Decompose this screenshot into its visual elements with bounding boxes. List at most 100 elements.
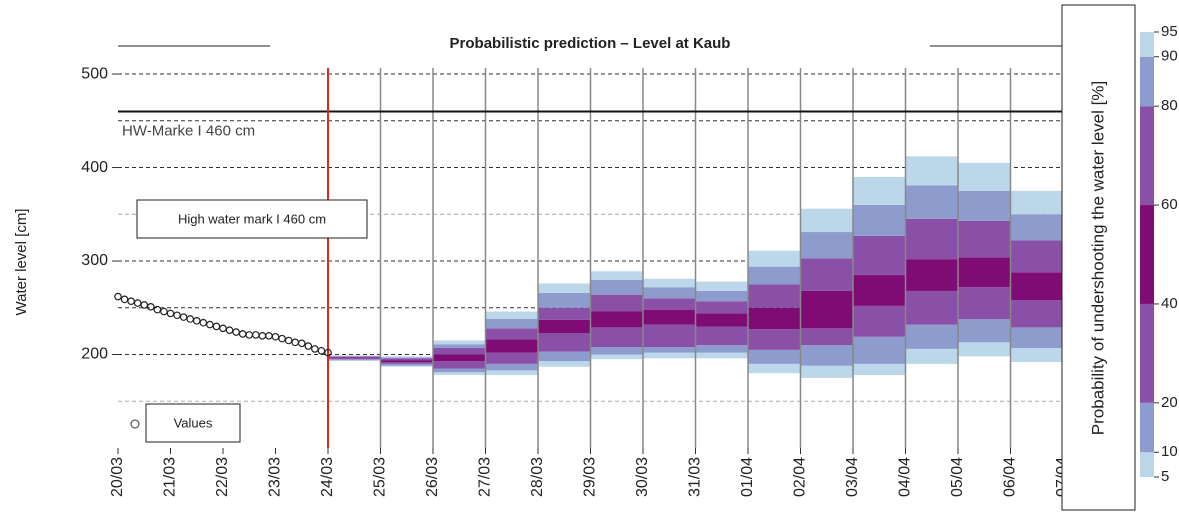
quantile-band <box>380 365 433 367</box>
quantile-band <box>1010 214 1063 241</box>
x-tick-label: 01/04 <box>739 457 756 497</box>
quantile-band <box>748 329 801 350</box>
quantile-band <box>485 363 538 371</box>
threshold-label: HW-Marke I 460 cm <box>122 122 255 139</box>
observed-point <box>199 318 208 327</box>
observed-point <box>133 299 142 307</box>
quantile-band <box>853 305 906 337</box>
quantile-band <box>328 356 381 358</box>
x-tick-label: 03/04 <box>844 457 861 497</box>
quantile-band <box>433 354 486 362</box>
quantile-band <box>538 333 591 352</box>
quantile-band <box>433 347 486 355</box>
quantile-band <box>1010 190 1063 215</box>
quantile-band <box>590 354 643 360</box>
quantile-band <box>328 355 381 357</box>
quantile-band <box>958 162 1011 191</box>
colorbar-segment <box>1140 56 1154 107</box>
x-tick-label: 04/04 <box>897 457 914 497</box>
quantile-band <box>800 365 853 378</box>
observed-point <box>311 345 319 353</box>
quantile-band <box>538 361 591 367</box>
quantile-band <box>748 250 801 267</box>
quantile-band <box>695 352 748 359</box>
quantile-band <box>433 340 486 345</box>
annotation: High water mark I 460 cm <box>178 211 326 226</box>
quantile-band <box>380 360 433 362</box>
x-tick-label: 05/04 <box>949 457 966 497</box>
quantile-band <box>643 309 696 325</box>
quantile-band <box>853 235 906 276</box>
colorbar-tick-label: 5 <box>1161 468 1169 485</box>
quantile-band <box>328 358 381 360</box>
quantile-band <box>643 278 696 288</box>
plot-area: 200 300 400 500 20/03 21/03 22/03 23/03 24/03 25/… <box>81 65 1071 497</box>
colorbar-segment <box>1140 303 1154 403</box>
quantile-band <box>433 372 486 376</box>
observed-point <box>206 320 214 329</box>
observed-point <box>192 317 201 325</box>
x-tick-label: 24/03 <box>319 457 336 497</box>
quantile-band <box>380 361 433 364</box>
x-tick-label: 21/03 <box>162 457 179 497</box>
quantile-band <box>853 204 906 236</box>
quantile-band <box>800 258 853 291</box>
quantile-band <box>328 360 381 362</box>
observed-point <box>212 322 221 331</box>
legend-marker <box>130 419 140 429</box>
x-tick-label: 31/03 <box>687 457 704 497</box>
quantile-band <box>1010 240 1063 273</box>
x-tick-label: 29/03 <box>582 457 599 497</box>
quantile-band <box>695 301 748 314</box>
observed-point <box>219 324 227 333</box>
quantile-band <box>1010 272 1063 301</box>
legend-label: Values <box>174 415 213 430</box>
quantile-band <box>905 218 958 260</box>
quantile-band <box>853 176 906 205</box>
quantile-band <box>643 352 696 359</box>
quantile-band <box>800 208 853 233</box>
observed-point <box>271 332 280 341</box>
quantile-band <box>643 298 696 310</box>
quantile-band <box>590 271 643 280</box>
observed-point <box>284 336 293 345</box>
legend-box <box>145 403 241 443</box>
quantile-band <box>590 279 643 295</box>
x-tick-label: 26/03 <box>424 457 441 497</box>
quantile-band <box>538 307 591 320</box>
colorbar-segment <box>1140 452 1154 477</box>
y-axis-label: Water level [cm] <box>13 209 30 316</box>
quantile-band <box>590 347 643 355</box>
quantile-band <box>485 339 538 353</box>
y-tick-label: 200 <box>81 346 108 363</box>
quantile-band <box>1010 300 1063 328</box>
observed-point <box>179 313 188 321</box>
x-tick-label: 25/03 <box>372 457 389 497</box>
observed-point <box>225 326 234 335</box>
x-tick-label: 02/04 <box>792 457 809 497</box>
colorbar-segment <box>1140 402 1154 453</box>
colorbar-segment <box>1140 205 1154 304</box>
quantile-band <box>905 185 958 219</box>
colorbar-tick-label: 10 <box>1161 443 1178 460</box>
quantile-band <box>905 324 958 349</box>
colorbar-tick-label: 60 <box>1161 196 1178 213</box>
quantile-band <box>643 324 696 348</box>
quantile-band <box>538 292 591 308</box>
observed-point <box>304 342 313 350</box>
quantile-band <box>695 326 748 346</box>
quantile-band <box>1010 327 1063 348</box>
observed-point <box>127 297 135 306</box>
quantile-band <box>485 328 538 340</box>
quantile-band <box>433 344 486 348</box>
quantile-band <box>380 358 433 361</box>
x-tick-label: 22/03 <box>214 457 231 497</box>
quantile-band <box>1010 347 1063 362</box>
quantile-band <box>328 359 381 361</box>
quantile-band <box>958 257 1011 288</box>
quantile-band <box>590 294 643 312</box>
observed-point <box>140 301 149 309</box>
colorbar-tick-label: 95 <box>1161 23 1178 40</box>
quantile-band <box>958 318 1011 343</box>
colorbar-title: Probability of undershooting the water l… <box>1088 81 1107 435</box>
